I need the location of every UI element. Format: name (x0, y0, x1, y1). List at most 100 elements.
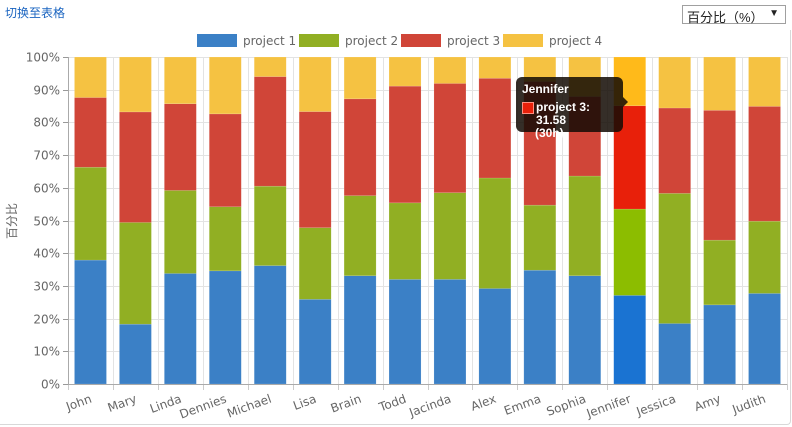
legend-label-project-3[interactable]: project 3 (447, 34, 500, 48)
x-tick-label: Jessica (634, 392, 678, 419)
bar-segment-project-2-amy[interactable] (703, 239, 736, 306)
bar-segment-project-2-sophia[interactable] (568, 175, 602, 277)
bar-segment-project-1-mary[interactable] (119, 323, 152, 385)
legend-swatch-project-3[interactable] (401, 34, 441, 47)
x-tick-label: Sophia (545, 392, 588, 419)
bar-segment-project-3-judith[interactable] (748, 106, 781, 222)
bar-segment-project-4-jessica[interactable] (658, 56, 691, 109)
y-axis-label: 百分比 (5, 203, 19, 239)
x-tick-label: Michael (225, 392, 273, 421)
bar-segment-project-4-dennies[interactable] (209, 56, 242, 115)
y-tick-label: 70% (33, 149, 60, 163)
bar-segment-project-3-linda[interactable] (164, 103, 197, 191)
bar-segment-project-1-jessica[interactable] (658, 323, 691, 385)
tooltip-value: project 3: 31.58 (536, 100, 591, 127)
y-tick-label: 0% (41, 378, 60, 392)
x-tick-label: Dennies (178, 392, 229, 422)
bar-segment-project-2-linda[interactable] (164, 190, 197, 274)
bar-segment-project-4-judith[interactable] (748, 56, 781, 107)
bar-segment-project-1-emma[interactable] (523, 269, 557, 385)
bar-segment-project-1-todd[interactable] (388, 279, 422, 385)
y-tick-label: 80% (33, 116, 60, 130)
bar-segment-project-3-amy[interactable] (703, 110, 736, 241)
legend-label-project-1[interactable]: project 1 (243, 34, 296, 48)
bar-segment-project-1-alex[interactable] (478, 288, 512, 385)
bar-segment-project-2-lisa[interactable] (298, 227, 332, 300)
bar-segment-project-2-jessica[interactable] (658, 193, 691, 324)
bar-segment-project-2-brain[interactable] (343, 195, 377, 277)
bar-segment-project-4-jacinda[interactable] (433, 56, 467, 84)
bar-segment-project-4-lisa[interactable] (298, 56, 332, 112)
x-tick-label: Judith (729, 392, 767, 417)
bar-segment-project-3-jacinda[interactable] (433, 83, 467, 193)
bar-segment-project-4-john[interactable] (74, 56, 107, 98)
bar-segment-project-2-john[interactable] (74, 166, 107, 261)
bar-segment-project-3-brain[interactable] (343, 98, 377, 196)
y-tick-label: 20% (33, 313, 60, 327)
bar-segment-project-4-brain[interactable] (343, 56, 377, 100)
bar-segment-project-2-emma[interactable] (523, 204, 557, 271)
bar-segment-project-3-jessica[interactable] (658, 107, 691, 194)
legend-swatch-project-1[interactable] (197, 34, 237, 47)
bar-segment-project-2-jennifer[interactable] (613, 208, 646, 296)
bar-segment-project-4-mary[interactable] (119, 56, 152, 113)
x-tick-label: Emma (502, 392, 543, 418)
bar-segment-project-4-linda[interactable] (164, 56, 197, 105)
x-tick-label: Lisa (291, 392, 318, 413)
legend-swatch-project-4[interactable] (503, 34, 543, 47)
y-tick-label: 90% (33, 84, 60, 98)
bar-segment-project-1-lisa[interactable] (298, 299, 332, 385)
bar-segment-project-4-amy[interactable] (703, 56, 736, 111)
bar-segment-project-1-john[interactable] (74, 259, 107, 385)
bar-segment-project-3-lisa[interactable] (298, 111, 332, 228)
switch-to-table-link[interactable]: 切换至表格 (5, 6, 66, 20)
bar-segment-project-1-dennies[interactable] (209, 270, 242, 385)
display-mode-select[interactable]: 百分比（%） ▼ (682, 5, 786, 25)
bar-segment-project-2-todd[interactable] (388, 202, 422, 280)
bar-segment-project-1-sophia[interactable] (568, 275, 602, 385)
bar-segment-project-2-jacinda[interactable] (433, 192, 467, 280)
bar-segment-project-3-alex[interactable] (478, 78, 512, 179)
bar-segment-project-2-mary[interactable] (119, 222, 152, 325)
chart-frame (0, 30, 791, 425)
bar-segment-project-1-jennifer[interactable] (613, 295, 646, 385)
x-tick-label: Todd (376, 392, 408, 415)
bar-segment-project-1-judith[interactable] (748, 293, 781, 385)
bar-segment-project-3-mary[interactable] (119, 111, 152, 223)
bar-segment-project-1-linda[interactable] (164, 273, 197, 385)
bar-segment-project-3-michael[interactable] (253, 76, 287, 187)
tooltip-pointer (623, 97, 628, 107)
x-tick-label: Jacinda (406, 392, 453, 420)
y-tick-label: 60% (33, 182, 60, 196)
bar-segment-project-1-brain[interactable] (343, 275, 377, 385)
bar-segment-project-2-alex[interactable] (478, 177, 512, 289)
bar-segment-project-4-alex[interactable] (478, 56, 512, 79)
legend-label-project-2[interactable]: project 2 (345, 34, 398, 48)
x-tick-label: Alex (469, 392, 498, 414)
bar-segment-project-1-michael[interactable] (253, 265, 287, 385)
bar-segment-project-3-john[interactable] (74, 97, 107, 168)
legend: project 1 project 2 project 3 project 4 (197, 34, 602, 48)
x-tick-label: Amy (692, 392, 722, 414)
bar-segment-project-3-dennies[interactable] (209, 113, 242, 208)
tooltip: Jennifer project 3: 31.58 (30h) (516, 77, 628, 140)
x-tick-label: Brain (329, 392, 363, 416)
bar-segment-project-2-dennies[interactable] (209, 206, 242, 272)
bar-segment-project-1-amy[interactable] (703, 304, 736, 385)
tooltip-series-swatch-icon (522, 102, 534, 114)
legend-label-project-4[interactable]: project 4 (549, 34, 602, 48)
x-tick-label: John (63, 392, 93, 414)
display-mode-value: 百分比（%） (687, 10, 764, 25)
bar-segment-project-2-michael[interactable] (253, 185, 287, 266)
y-tick-label: 30% (33, 280, 60, 294)
bar-segment-project-4-michael[interactable] (253, 56, 287, 77)
tooltip-hours: (30h) (535, 126, 564, 140)
tooltip-title: Jennifer (522, 82, 569, 96)
bar-segment-project-1-jacinda[interactable] (433, 279, 467, 385)
y-tick-label: 40% (33, 247, 60, 261)
bar-segment-project-3-todd[interactable] (388, 85, 422, 204)
legend-swatch-project-2[interactable] (299, 34, 339, 47)
bar-segment-project-2-judith[interactable] (748, 220, 781, 294)
bar-segment-project-4-todd[interactable] (388, 56, 422, 87)
